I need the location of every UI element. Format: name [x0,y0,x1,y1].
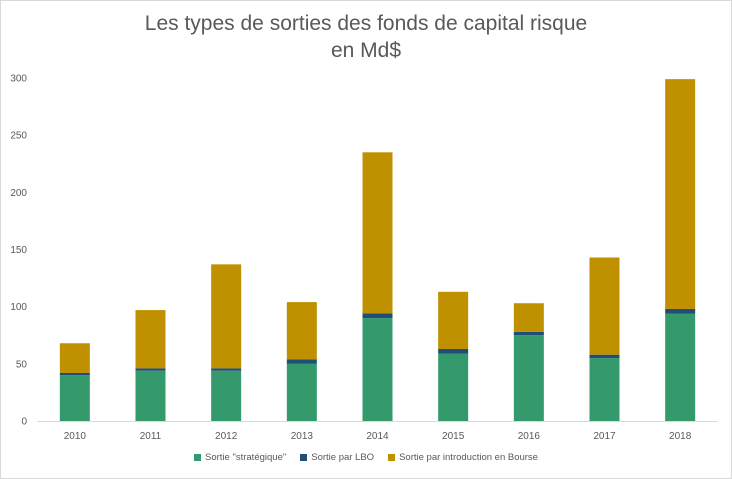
bar-2014-series-0 [362,318,393,421]
bar-2013-series-0 [286,363,317,421]
x-tick-label-2011: 2011 [140,431,162,442]
legend-label-1: Sortie par LBO [311,452,375,463]
bar-2014-series-1 [362,313,393,319]
bar-2011-series-2 [135,310,166,369]
x-tick-label-2012: 2012 [215,431,238,442]
y-tick-label-6: 300 [10,74,27,85]
bar-2015-series-0 [438,353,469,421]
legend-item-2: Sortie par introduction en Bourse [388,452,538,463]
y-tick-label-3: 150 [10,245,27,256]
legend-label-0: Sortie "stratégique" [205,452,287,463]
bar-2011-series-1 [135,368,166,371]
bar-2012-series-0 [211,370,242,421]
bar-2016-series-1 [513,331,544,336]
y-tick-label-4: 200 [10,188,27,199]
y-tick-label-0: 0 [21,417,27,428]
x-tick-label-2018: 2018 [669,431,692,442]
x-tick-label-2013: 2013 [291,431,314,442]
x-tick-label-2010: 2010 [64,431,87,442]
bar-2010-series-1 [59,372,90,376]
legend-swatch-0 [194,454,202,461]
bar-2013-series-1 [286,359,317,364]
bar-2017-series-1 [589,354,620,359]
bar-2011-series-0 [135,370,166,421]
bar-2017-series-0 [589,358,620,421]
x-tick-label-2014: 2014 [366,431,389,442]
chart-title: Les types de sorties des fonds de capita… [0,10,732,64]
bar-2012-series-1 [211,368,242,371]
legend-swatch-1 [300,454,308,461]
bar-2018-series-0 [665,313,696,421]
chart-title-line-1: Les types de sorties des fonds de capita… [144,12,588,35]
y-tick-label-1: 50 [16,359,28,370]
bar-2017-series-2 [589,257,620,355]
bar-2016-series-0 [513,335,544,421]
chart-title-line-2: en Md$ [330,39,402,62]
bar-2015-series-1 [438,348,469,354]
legend-label-2: Sortie par introduction en Bourse [399,452,538,463]
x-tick-label-2015: 2015 [442,431,465,442]
y-tick-label-2: 100 [10,302,27,313]
legend-item-1: Sortie par LBO [300,452,374,463]
bar-2010-series-2 [59,343,90,373]
legend-item-0: Sortie "stratégique" [194,452,286,463]
bar-2018-series-2 [665,79,696,309]
bar-2012-series-2 [211,264,242,369]
bar-2015-series-2 [438,291,469,349]
y-tick-label-5: 250 [10,131,27,142]
x-tick-label-2017: 2017 [593,431,616,442]
bar-2018-series-1 [665,308,696,314]
legend-swatch-2 [388,454,396,461]
bar-2013-series-2 [286,302,317,360]
legend: Sortie "stratégique" Sortie par LBO Sortie… [0,452,732,463]
bar-2014-series-2 [362,152,393,314]
bar-2016-series-2 [513,303,544,332]
x-tick-label-2016: 2016 [518,431,541,442]
bar-2010-series-0 [59,375,90,421]
